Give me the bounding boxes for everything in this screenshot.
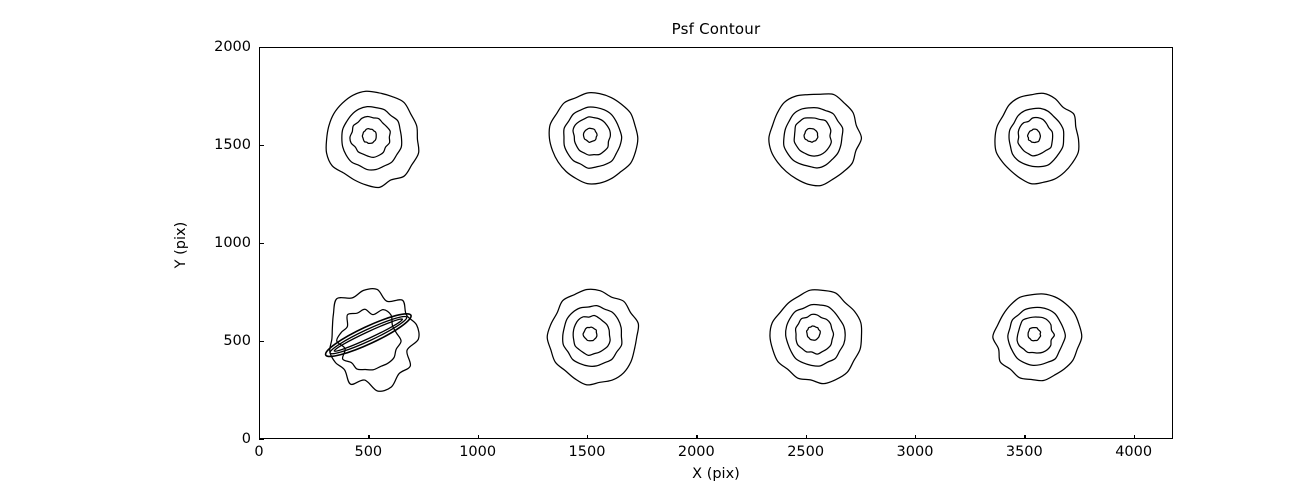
contour-ring xyxy=(563,106,623,169)
psf-contour-source xyxy=(992,293,1083,382)
contour-ring xyxy=(582,127,598,143)
x-tick-mark xyxy=(586,435,589,439)
x-tick-label: 1000 xyxy=(459,444,497,460)
contour-ring xyxy=(572,314,611,356)
contour-ring xyxy=(548,92,639,185)
x-tick-label: 2500 xyxy=(787,444,825,460)
psf-contour-source xyxy=(324,287,420,392)
x-axis-label: X (pix) xyxy=(692,466,740,482)
contour-ring xyxy=(341,105,403,171)
x-tick-mark xyxy=(1024,435,1026,439)
plot-axes xyxy=(259,47,1173,439)
contour-ring xyxy=(1017,116,1054,157)
contour-ring xyxy=(994,92,1080,185)
x-tick-mark xyxy=(259,435,261,439)
y-tick-label: 2000 xyxy=(214,39,251,55)
psf-contour-source xyxy=(548,92,639,185)
x-tick-label: 3500 xyxy=(1005,444,1043,460)
x-tick-label: 3000 xyxy=(896,444,934,460)
contour-ring xyxy=(769,289,863,385)
contour-ring xyxy=(1026,128,1042,144)
contour-ring xyxy=(782,107,844,169)
x-tick-mark xyxy=(477,435,479,439)
psf-contour-source xyxy=(325,90,420,189)
contour-ring-outer xyxy=(329,287,420,392)
contour-ring xyxy=(546,288,640,386)
x-tick-mark xyxy=(805,435,807,439)
y-tick-label: 0 xyxy=(241,431,251,447)
y-tick-mark xyxy=(259,439,264,441)
x-tick-label: 1500 xyxy=(568,444,606,460)
x-tick-label: 500 xyxy=(354,444,383,460)
contour-ring xyxy=(562,304,623,367)
x-tick-mark xyxy=(696,435,698,439)
axes-frame xyxy=(259,47,1173,439)
x-tick-label: 4000 xyxy=(1115,444,1153,460)
contour-ring xyxy=(582,326,598,342)
contour-ring xyxy=(361,128,377,145)
x-tick-label: 2000 xyxy=(677,444,715,460)
y-axis-label: Y (pix) xyxy=(173,221,189,269)
contour-ring xyxy=(572,116,611,156)
contour-ring xyxy=(803,127,819,143)
y-tick-label: 1000 xyxy=(214,235,251,251)
contour-ring xyxy=(1027,326,1042,342)
x-tick-mark xyxy=(914,435,917,439)
contour-ring xyxy=(784,303,846,367)
contour-ring xyxy=(1016,316,1055,354)
contour-ring xyxy=(793,117,832,157)
contour-ring xyxy=(1007,306,1066,367)
contour-ring-elongated xyxy=(333,318,404,352)
y-tick-mark xyxy=(259,341,264,343)
x-tick-mark xyxy=(368,435,370,439)
contour-ring xyxy=(336,308,402,371)
y-tick-label: 1500 xyxy=(214,137,251,153)
contour-ring xyxy=(1008,107,1065,168)
psf-contour-source xyxy=(769,289,863,385)
contour-ring xyxy=(805,325,821,341)
page-title: Psf Contour xyxy=(671,20,761,38)
psf-contour-source xyxy=(546,288,640,386)
y-tick-mark xyxy=(259,145,264,147)
contour-ring xyxy=(325,90,420,189)
contour-ring-elongated xyxy=(329,315,408,355)
y-tick-mark xyxy=(259,47,264,49)
y-tick-label: 500 xyxy=(223,333,251,349)
contour-ring xyxy=(349,115,391,159)
contour-ring-elongated xyxy=(324,312,412,358)
x-tick-label: 0 xyxy=(254,444,264,460)
contour-ring xyxy=(992,293,1083,382)
contour-ring xyxy=(794,313,835,355)
contour-plot-area xyxy=(324,90,1083,392)
contour-ring xyxy=(768,93,863,187)
psf-contour-source xyxy=(994,92,1080,185)
x-tick-mark xyxy=(1133,435,1135,439)
psf-contour-source xyxy=(768,93,863,187)
y-tick-mark xyxy=(259,243,264,245)
